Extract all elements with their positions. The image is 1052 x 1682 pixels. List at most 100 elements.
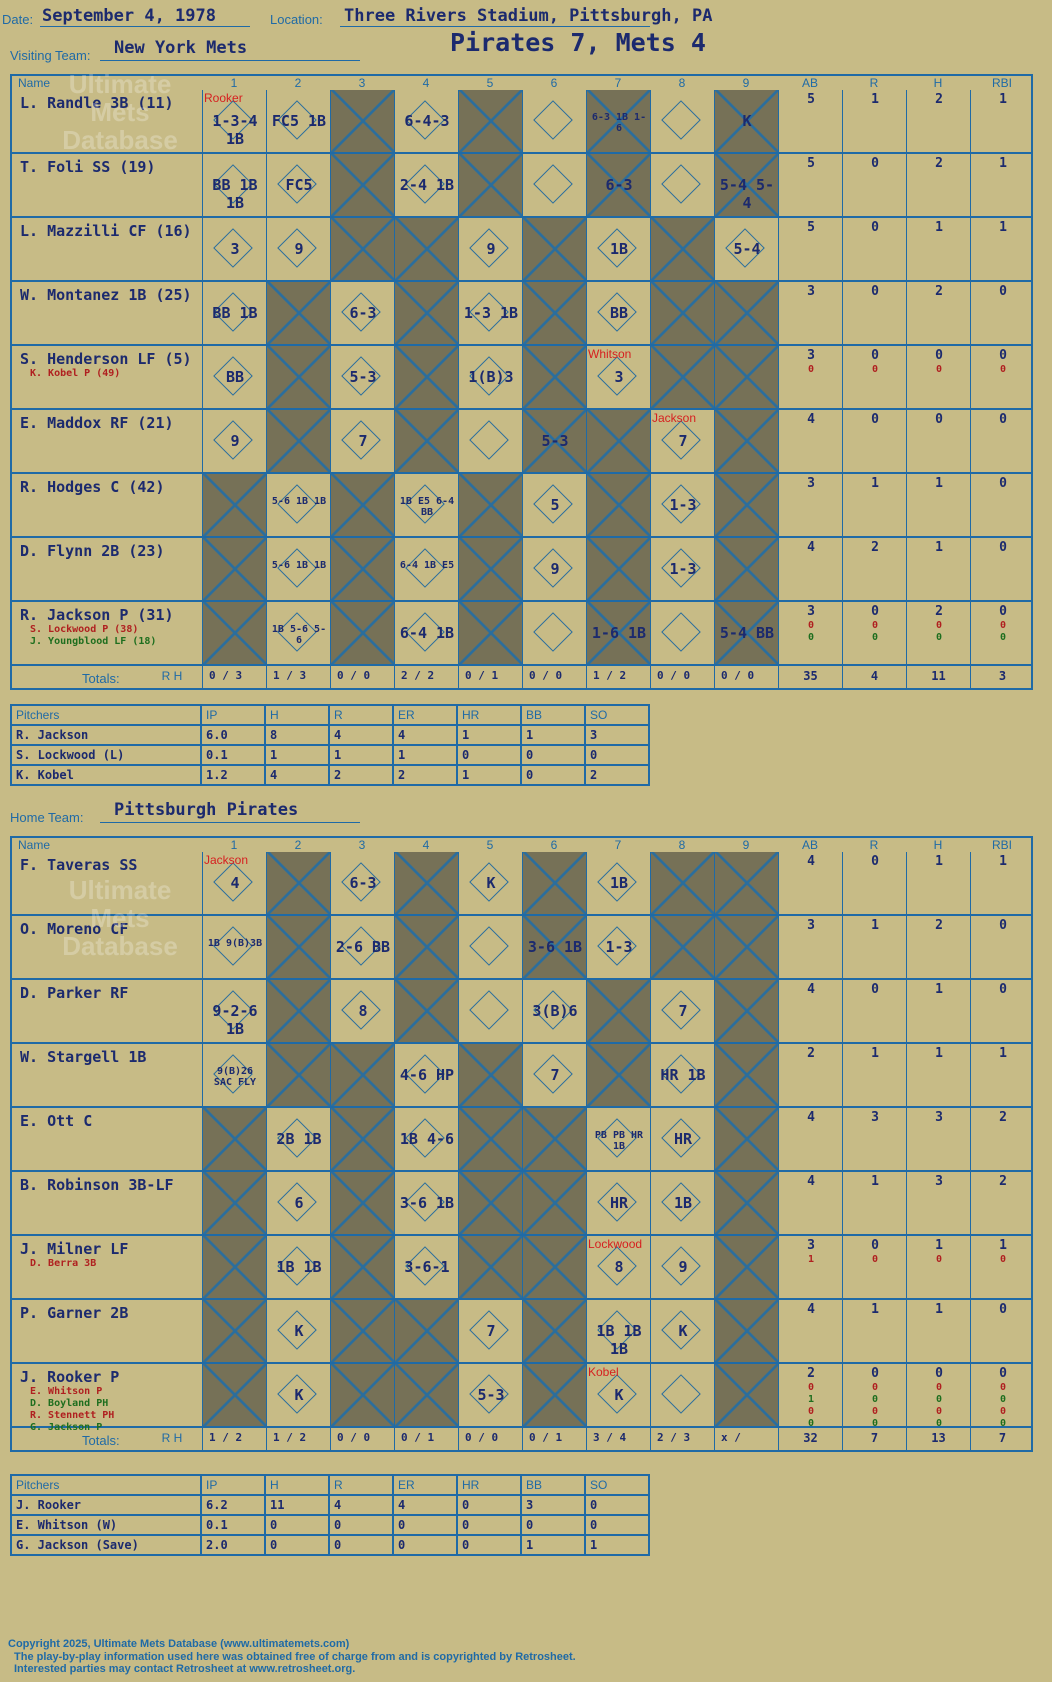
inning-cell[interactable]: K [650, 1300, 714, 1362]
inning-cell[interactable] [202, 1172, 266, 1234]
inning-cell[interactable] [586, 474, 650, 536]
inning-cell[interactable] [394, 218, 458, 280]
inning-cell[interactable]: 1(B)3 [458, 346, 522, 408]
inning-cell[interactable] [522, 852, 586, 914]
inning-cell[interactable] [394, 852, 458, 914]
inning-cell[interactable]: BB 1B 1B [202, 154, 266, 216]
inning-cell[interactable] [522, 1236, 586, 1298]
inning-cell[interactable]: 1B E5 6-4 BB [394, 474, 458, 536]
inning-cell[interactable] [714, 346, 778, 408]
inning-cell[interactable] [202, 1236, 266, 1298]
inning-cell[interactable] [522, 602, 586, 664]
inning-cell[interactable] [714, 1108, 778, 1170]
inning-cell[interactable]: K [586, 1364, 650, 1426]
inning-cell[interactable] [394, 916, 458, 978]
inning-cell[interactable] [522, 346, 586, 408]
inning-cell[interactable] [330, 1300, 394, 1362]
inning-cell[interactable]: 3(B)6 [522, 980, 586, 1042]
inning-cell[interactable]: 6-4-3 [394, 90, 458, 152]
inning-cell[interactable]: 6-3 [330, 282, 394, 344]
inning-cell[interactable]: 8 [330, 980, 394, 1042]
inning-cell[interactable]: BB 1B [202, 282, 266, 344]
inning-cell[interactable]: 1-3 [586, 916, 650, 978]
inning-cell[interactable] [458, 474, 522, 536]
inning-cell[interactable] [330, 1364, 394, 1426]
inning-cell[interactable]: 9 [266, 218, 330, 280]
inning-cell[interactable]: 5-3 [522, 410, 586, 472]
inning-cell[interactable]: 1B 1B 1B [586, 1300, 650, 1362]
inning-cell[interactable]: 6-3 1B 1-6 [586, 90, 650, 152]
inning-cell[interactable]: 6-3 [330, 852, 394, 914]
inning-cell[interactable] [266, 980, 330, 1042]
inning-cell[interactable] [522, 1300, 586, 1362]
inning-cell[interactable] [714, 980, 778, 1042]
inning-cell[interactable]: HR [586, 1172, 650, 1234]
inning-cell[interactable]: 3-6 1B [522, 916, 586, 978]
inning-cell[interactable]: 1-3 [650, 474, 714, 536]
inning-cell[interactable]: 3 [586, 346, 650, 408]
inning-cell[interactable]: 9(B)26 SAC FLY [202, 1044, 266, 1106]
inning-cell[interactable] [650, 916, 714, 978]
inning-cell[interactable] [266, 410, 330, 472]
inning-cell[interactable]: 5-4 BB [714, 602, 778, 664]
inning-cell[interactable]: 1-3 1B [458, 282, 522, 344]
inning-cell[interactable] [714, 410, 778, 472]
inning-cell[interactable] [394, 410, 458, 472]
inning-cell[interactable] [458, 1108, 522, 1170]
inning-cell[interactable] [266, 346, 330, 408]
inning-cell[interactable]: 1-3 [650, 538, 714, 600]
inning-cell[interactable]: 4 [202, 852, 266, 914]
inning-cell[interactable]: K [714, 90, 778, 152]
inning-cell[interactable] [586, 1044, 650, 1106]
inning-cell[interactable] [458, 90, 522, 152]
inning-cell[interactable]: 1B 9(B)3B [202, 916, 266, 978]
inning-cell[interactable]: FC5 1B [266, 90, 330, 152]
inning-cell[interactable]: 5 [522, 474, 586, 536]
inning-cell[interactable]: HR 1B [650, 1044, 714, 1106]
inning-cell[interactable] [714, 916, 778, 978]
inning-cell[interactable]: 1B [650, 1172, 714, 1234]
inning-cell[interactable] [458, 410, 522, 472]
inning-cell[interactable] [714, 1236, 778, 1298]
inning-cell[interactable] [202, 1364, 266, 1426]
inning-cell[interactable]: 9 [202, 410, 266, 472]
inning-cell[interactable] [458, 1172, 522, 1234]
inning-cell[interactable] [586, 410, 650, 472]
inning-cell[interactable] [330, 1044, 394, 1106]
inning-cell[interactable]: 5-4 5-4 [714, 154, 778, 216]
inning-cell[interactable]: 6-4 1B [394, 602, 458, 664]
inning-cell[interactable] [330, 1108, 394, 1170]
inning-cell[interactable] [266, 916, 330, 978]
inning-cell[interactable] [330, 1236, 394, 1298]
inning-cell[interactable] [394, 980, 458, 1042]
inning-cell[interactable] [394, 282, 458, 344]
inning-cell[interactable]: 1B [586, 218, 650, 280]
inning-cell[interactable]: 7 [650, 410, 714, 472]
inning-cell[interactable]: 1-3-4 1B [202, 90, 266, 152]
inning-cell[interactable] [266, 852, 330, 914]
inning-cell[interactable] [330, 474, 394, 536]
inning-cell[interactable]: 2-6 BB [330, 916, 394, 978]
inning-cell[interactable] [458, 154, 522, 216]
inning-cell[interactable] [714, 538, 778, 600]
inning-cell[interactable] [714, 1172, 778, 1234]
inning-cell[interactable]: 4-6 HP [394, 1044, 458, 1106]
inning-cell[interactable]: 8 [586, 1236, 650, 1298]
inning-cell[interactable]: 7 [522, 1044, 586, 1106]
inning-cell[interactable]: HR [650, 1108, 714, 1170]
inning-cell[interactable]: 5-3 [458, 1364, 522, 1426]
inning-cell[interactable] [586, 538, 650, 600]
inning-cell[interactable] [650, 346, 714, 408]
inning-cell[interactable] [394, 346, 458, 408]
inning-cell[interactable] [330, 602, 394, 664]
inning-cell[interactable]: 6-4 1B E5 [394, 538, 458, 600]
inning-cell[interactable] [330, 90, 394, 152]
inning-cell[interactable] [330, 1172, 394, 1234]
inning-cell[interactable]: 5-6 1B 1B [266, 538, 330, 600]
inning-cell[interactable] [522, 1172, 586, 1234]
inning-cell[interactable]: 9 [650, 1236, 714, 1298]
inning-cell[interactable]: 3 [202, 218, 266, 280]
inning-cell[interactable]: 7 [330, 410, 394, 472]
inning-cell[interactable]: 7 [458, 1300, 522, 1362]
inning-cell[interactable]: 1-6 1B [586, 602, 650, 664]
